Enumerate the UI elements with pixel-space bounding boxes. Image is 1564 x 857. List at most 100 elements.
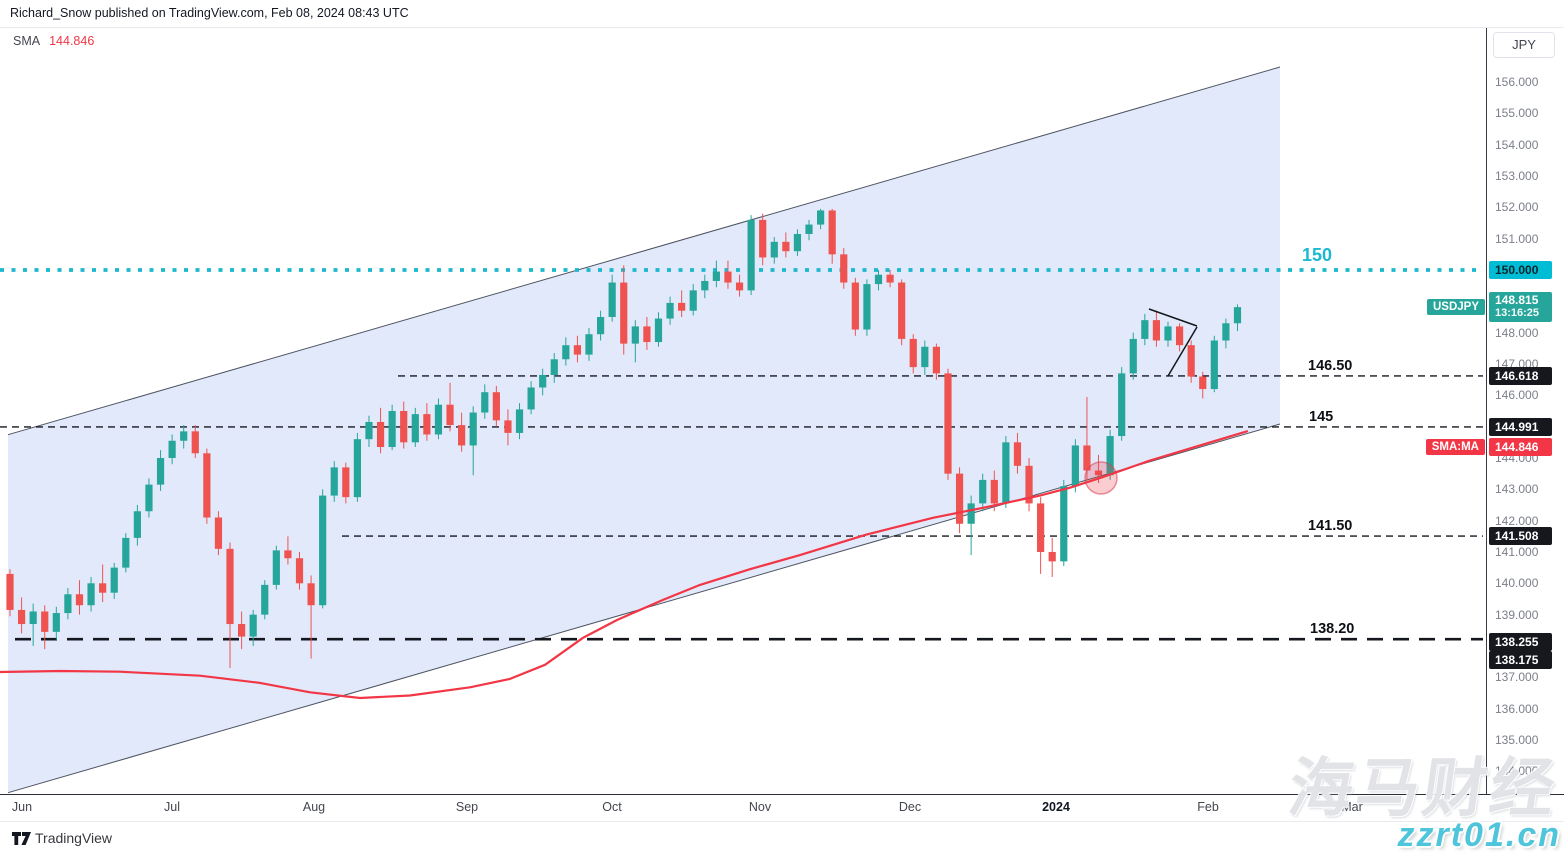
time-label-Mar: Mar (1341, 800, 1363, 814)
candle-body (261, 584, 269, 615)
price-tick-136: 136.000 (1495, 701, 1539, 716)
usdjpy-tag: USDJPY (1426, 299, 1485, 316)
candle-body (6, 573, 14, 610)
channel-fill (8, 67, 1280, 793)
candle-body (944, 373, 952, 474)
tradingview-logo-icon[interactable] (11, 829, 33, 849)
time-label-Nov: Nov (748, 800, 772, 814)
price-tick-141: 141.000 (1495, 544, 1539, 559)
horizontal-levels[interactable] (0, 268, 1483, 641)
candlestick-series[interactable] (6, 208, 1242, 668)
price-tick-156: 156.000 (1495, 75, 1539, 90)
header-divider (0, 27, 1564, 28)
candle-body (180, 431, 188, 441)
candle-body (585, 334, 593, 355)
pennant-line[interactable] (1167, 326, 1198, 377)
currency-unit-button[interactable]: JPY (1493, 32, 1555, 58)
time-label-Jul: Jul (164, 800, 180, 814)
attribution-bar: Richard_Snow published on TradingView.co… (0, 0, 1564, 27)
candle-body (654, 318, 663, 343)
time-axis[interactable]: Jun Jul Aug Sep Oct Nov Dec 2024 Feb Mar (0, 794, 1564, 822)
candle-body (469, 412, 477, 446)
candle-body (1175, 326, 1184, 346)
candle-body (156, 457, 165, 485)
candle-body (110, 567, 118, 593)
candle-body (874, 274, 883, 285)
candle-body (1037, 503, 1045, 552)
candle-body (168, 440, 176, 458)
price-tick-142: 142.000 (1495, 513, 1539, 528)
last-price-axis-label: 148.815 13:16:25 (1489, 292, 1552, 323)
candle-body (330, 467, 338, 496)
level-axis-label-146618: 146.618 (1489, 366, 1552, 385)
candle-body (307, 583, 315, 606)
candle-body (1060, 486, 1068, 562)
price-tick-153: 153.000 (1495, 169, 1539, 183)
pennant-annotation[interactable] (1148, 308, 1198, 377)
candle-body (52, 613, 60, 632)
candle-body (64, 594, 72, 614)
candle-body (747, 219, 755, 291)
candle-body (99, 583, 107, 593)
tradingview-logo-text[interactable]: TradingView (35, 830, 113, 846)
sma-ma-tag: SMA:MA (1425, 439, 1485, 455)
price-tick-140: 140.000 (1495, 576, 1539, 591)
price-tick-154: 154.000 (1495, 137, 1539, 152)
candle-body (562, 345, 570, 360)
candle-body (1210, 340, 1218, 390)
candle-body (411, 414, 419, 443)
price-tick-143: 143.000 (1495, 482, 1539, 497)
price-axis[interactable]: JPY 156.000 155.000 154.000 153.000 152.000 1… (1487, 27, 1564, 794)
candle-body (388, 410, 396, 448)
candle-body (423, 414, 431, 435)
sma-line[interactable] (0, 430, 1249, 700)
price-tick-148: 148.000 (1495, 325, 1539, 340)
candle-body (87, 583, 95, 606)
candle-body (446, 404, 454, 426)
candle-body (272, 550, 280, 585)
candle-body (295, 558, 304, 584)
candle-body (666, 302, 674, 319)
candle-body (41, 611, 49, 632)
time-label-Jun: Jun (11, 800, 33, 814)
level-label-141.50: 141.50 (1308, 518, 1352, 534)
ascending-channel[interactable] (7, 66, 1281, 794)
candle-body (735, 282, 744, 291)
candle-body (689, 290, 697, 311)
highlight-circle-annotation[interactable] (1084, 461, 1118, 495)
candle-body (400, 410, 408, 443)
candle-body (249, 614, 257, 637)
candle-body (191, 431, 199, 454)
plot-area[interactable] (0, 66, 1483, 794)
candle-body (1071, 445, 1079, 487)
candle-body (238, 624, 246, 637)
price-tick-152: 152.000 (1495, 200, 1539, 215)
candle-body (1013, 442, 1022, 466)
level-label-138.20: 138.20 (1310, 621, 1354, 637)
pennant-line[interactable] (1148, 308, 1198, 327)
candle-body (539, 374, 547, 388)
channel-upper-line[interactable] (7, 66, 1281, 436)
level-label-146.50: 146.50 (1308, 358, 1352, 374)
candle-body (458, 425, 466, 446)
candle-body (1233, 307, 1242, 324)
candle-body (214, 517, 223, 549)
indicator-legend[interactable]: SMA 144.846 (13, 34, 94, 48)
candle-body (1002, 442, 1010, 504)
candle-body (1025, 465, 1033, 504)
candle-body (724, 271, 732, 283)
candle-body (1164, 326, 1172, 341)
candle-body (492, 392, 500, 421)
candle-body (1118, 373, 1126, 437)
candle-body (481, 392, 489, 413)
level-labels: 150 146.50 145 141.50 138.20 (1302, 245, 1354, 637)
time-axis-divider (0, 794, 1564, 795)
attribution-text: Richard_Snow published on TradingView.co… (10, 6, 409, 20)
candle-body (770, 241, 778, 258)
candle-body (851, 282, 859, 330)
candle-body (1094, 470, 1103, 476)
candle-body (319, 495, 327, 606)
price-tick-151: 151.000 (1495, 231, 1539, 246)
candle-body (1141, 320, 1149, 339)
